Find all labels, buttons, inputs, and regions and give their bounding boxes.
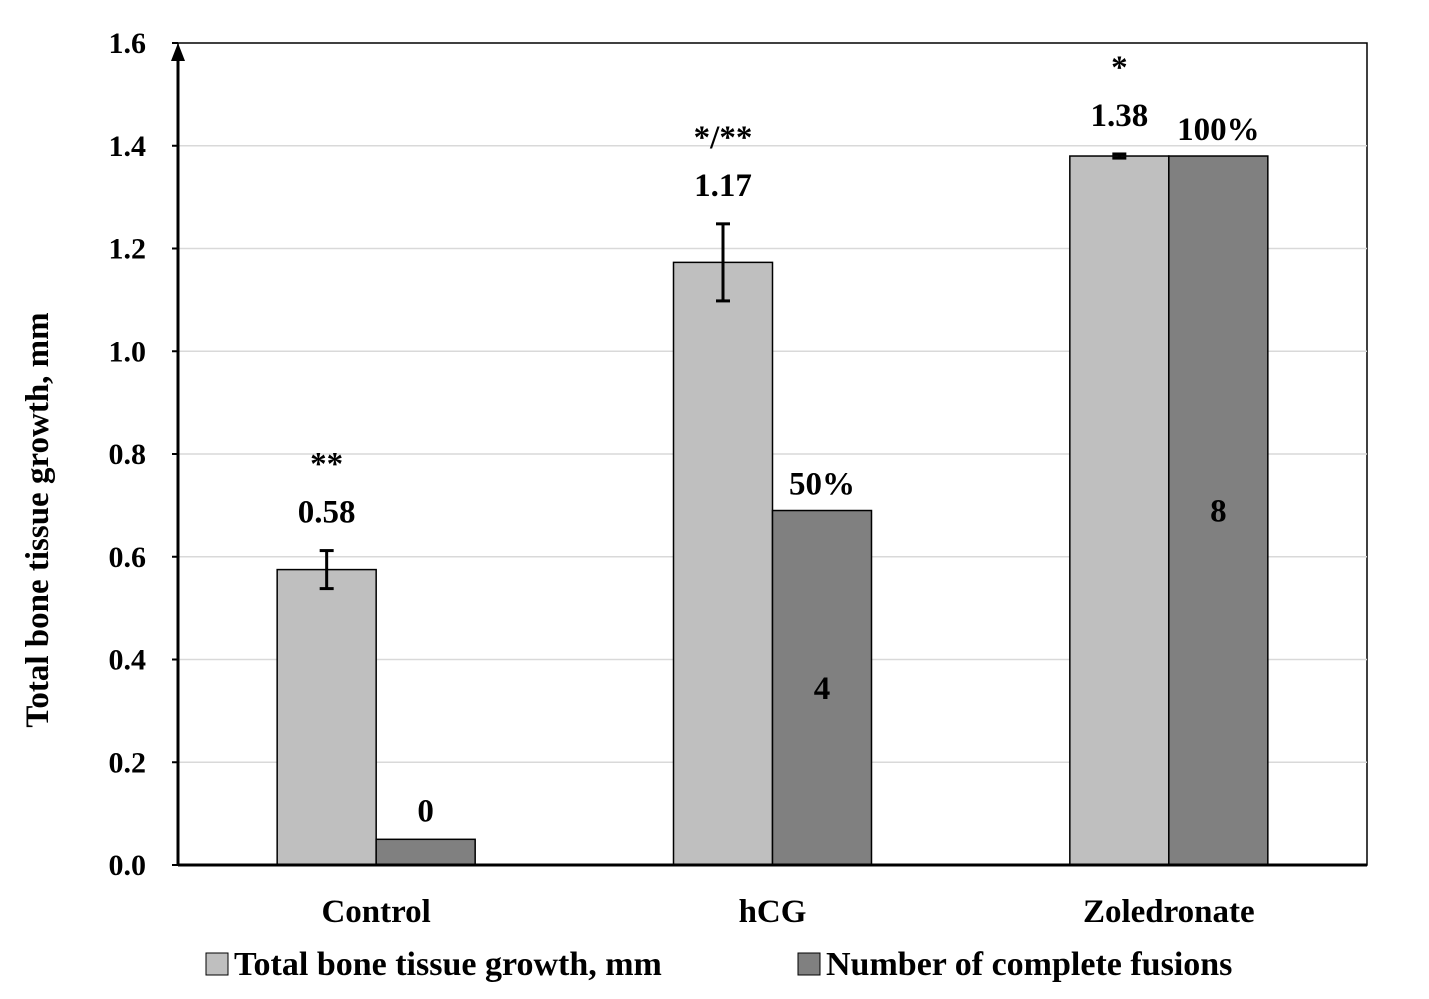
value-label-growth: 1.17 <box>694 168 752 204</box>
legend: Total bone tissue growth, mm Number of c… <box>205 946 1232 983</box>
legend-swatch-fusions <box>797 952 821 976</box>
bar-fusions <box>1168 155 1269 866</box>
y-axis-arrow <box>171 43 185 61</box>
legend-label-growth: Total bone tissue growth, mm <box>234 946 662 983</box>
x-category-label: hCG <box>739 894 807 930</box>
y-tick-label: 1.6 <box>109 27 147 60</box>
data-labels: 0.58 ** 0 1.17 */** 50% 4 1.38 * 100% 8 <box>298 50 1260 829</box>
x-category-label: Zoledronate <box>1083 894 1255 930</box>
y-tick-label: 0.6 <box>109 541 147 574</box>
count-label-fusions: 4 <box>814 671 831 707</box>
bar-growth <box>1069 155 1170 866</box>
value-label-growth: 1.38 <box>1090 98 1148 134</box>
y-tick-label: 0.2 <box>109 746 147 779</box>
count-label-fusions: 8 <box>1210 494 1227 530</box>
count-label-fusions: 0 <box>417 793 434 829</box>
percent-label-fusions: 50% <box>789 467 855 503</box>
y-tick-label: 1.0 <box>109 335 147 368</box>
bars <box>276 152 1269 866</box>
significance-label: ** <box>310 447 343 483</box>
y-tick-label: 0.8 <box>109 438 147 471</box>
y-tick-label: 1.2 <box>109 233 147 266</box>
bar-fusions <box>375 838 476 866</box>
y-tick-label: 0.4 <box>109 644 147 677</box>
bar-growth <box>276 568 377 866</box>
bar-growth <box>672 261 774 866</box>
x-category-labels: Control hCG Zoledronate <box>321 894 1254 930</box>
legend-swatch-growth <box>205 952 229 976</box>
significance-label: * <box>1111 50 1128 86</box>
percent-label-fusions: 100% <box>1177 112 1260 148</box>
axes <box>171 42 1367 867</box>
y-tick-label: 1.4 <box>109 130 147 163</box>
y-tick-label: 0.0 <box>109 849 147 882</box>
y-axis-label: Total bone tissue growth, mm <box>20 312 56 727</box>
bar-fusions <box>771 509 873 866</box>
significance-label: */** <box>694 120 753 156</box>
y-tick-labels: 0.0 0.2 0.4 0.6 0.8 1.0 1.2 1.4 1.6 <box>109 27 147 882</box>
x-category-label: Control <box>321 894 430 930</box>
value-label-growth: 0.58 <box>298 495 356 531</box>
legend-label-fusions: Number of complete fusions <box>826 946 1232 983</box>
